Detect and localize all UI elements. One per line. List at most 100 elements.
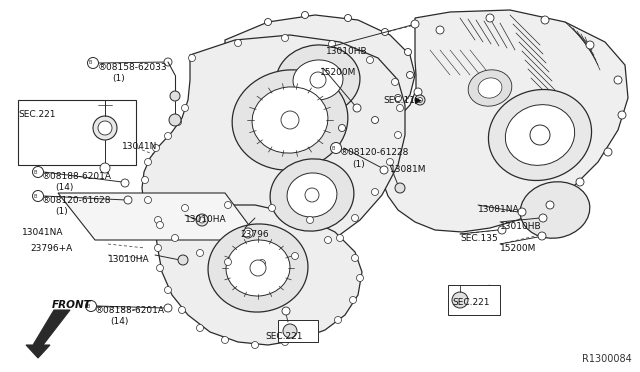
Circle shape — [281, 111, 299, 129]
Text: SEC.221: SEC.221 — [452, 298, 490, 307]
Circle shape — [486, 14, 494, 22]
Circle shape — [172, 234, 179, 241]
Text: FRONT: FRONT — [52, 300, 92, 310]
Circle shape — [86, 301, 97, 311]
Circle shape — [344, 15, 351, 22]
Text: B: B — [332, 145, 335, 151]
Circle shape — [301, 12, 308, 19]
Circle shape — [307, 217, 314, 224]
Circle shape — [33, 190, 44, 202]
Circle shape — [406, 71, 413, 78]
Text: SEC.11▶: SEC.11▶ — [383, 96, 422, 105]
Circle shape — [530, 125, 550, 145]
Ellipse shape — [287, 173, 337, 217]
Circle shape — [252, 341, 259, 349]
Circle shape — [154, 217, 161, 224]
Circle shape — [324, 237, 332, 244]
Text: SEC.135: SEC.135 — [460, 234, 498, 243]
Circle shape — [395, 183, 405, 193]
Circle shape — [250, 260, 266, 276]
Circle shape — [170, 91, 180, 101]
Circle shape — [121, 179, 129, 187]
Polygon shape — [26, 310, 70, 358]
Circle shape — [196, 324, 204, 331]
Circle shape — [381, 29, 388, 35]
Circle shape — [282, 35, 289, 42]
Circle shape — [196, 250, 204, 257]
Circle shape — [305, 188, 319, 202]
Text: (1): (1) — [55, 207, 68, 216]
Text: 13081M: 13081M — [390, 165, 426, 174]
Circle shape — [541, 16, 549, 24]
Circle shape — [498, 226, 506, 234]
Circle shape — [88, 58, 99, 68]
Ellipse shape — [276, 45, 360, 115]
Circle shape — [124, 196, 132, 204]
Circle shape — [98, 121, 112, 135]
Circle shape — [351, 215, 358, 221]
Circle shape — [414, 88, 422, 96]
Text: B: B — [88, 61, 92, 65]
Ellipse shape — [208, 224, 308, 312]
Ellipse shape — [488, 90, 591, 180]
Circle shape — [259, 260, 266, 266]
Circle shape — [518, 208, 526, 216]
Text: 23796: 23796 — [240, 230, 269, 239]
Circle shape — [312, 330, 319, 337]
Circle shape — [196, 214, 208, 226]
Circle shape — [394, 131, 401, 138]
Circle shape — [538, 232, 546, 240]
Text: SEC.221: SEC.221 — [265, 332, 303, 341]
Text: 15200M: 15200M — [500, 244, 536, 253]
Polygon shape — [155, 205, 362, 345]
Circle shape — [283, 324, 297, 338]
Circle shape — [164, 132, 172, 140]
Circle shape — [328, 41, 335, 48]
Text: (1): (1) — [352, 160, 365, 169]
Circle shape — [417, 97, 422, 103]
Circle shape — [282, 339, 289, 346]
Circle shape — [337, 234, 344, 241]
Text: ®08158-62033: ®08158-62033 — [98, 63, 168, 72]
Text: B: B — [86, 304, 90, 308]
Circle shape — [394, 94, 401, 102]
Circle shape — [141, 176, 148, 183]
Text: 13010HB: 13010HB — [326, 47, 367, 56]
Circle shape — [339, 125, 346, 131]
Circle shape — [145, 196, 152, 203]
Ellipse shape — [478, 78, 502, 98]
Circle shape — [157, 264, 163, 272]
Circle shape — [387, 158, 394, 166]
Circle shape — [225, 259, 232, 266]
Circle shape — [335, 317, 342, 324]
Text: 13041N: 13041N — [122, 142, 157, 151]
Bar — [448, 285, 500, 315]
Polygon shape — [58, 193, 260, 240]
Text: (14): (14) — [55, 183, 74, 192]
Bar — [18, 100, 136, 165]
Text: ®08120-61628: ®08120-61628 — [42, 196, 111, 205]
Ellipse shape — [293, 60, 343, 100]
Circle shape — [380, 166, 388, 174]
Ellipse shape — [252, 87, 328, 153]
Text: 23796+A: 23796+A — [30, 244, 72, 253]
Circle shape — [349, 296, 356, 304]
Text: 13010HA: 13010HA — [108, 255, 150, 264]
Circle shape — [415, 95, 425, 105]
Circle shape — [182, 105, 189, 112]
Ellipse shape — [270, 159, 354, 231]
Circle shape — [225, 202, 232, 208]
Text: R1300084: R1300084 — [582, 354, 632, 364]
Circle shape — [436, 26, 444, 34]
Circle shape — [175, 119, 182, 125]
Ellipse shape — [468, 70, 512, 106]
Text: ®08188-6201A: ®08188-6201A — [42, 172, 112, 181]
Circle shape — [33, 167, 44, 177]
Text: ®08188-6201A: ®08188-6201A — [95, 306, 165, 315]
Text: (14): (14) — [110, 317, 129, 326]
Ellipse shape — [506, 105, 575, 166]
Ellipse shape — [226, 240, 290, 296]
Polygon shape — [380, 10, 628, 232]
Circle shape — [264, 19, 271, 26]
Circle shape — [154, 244, 161, 251]
